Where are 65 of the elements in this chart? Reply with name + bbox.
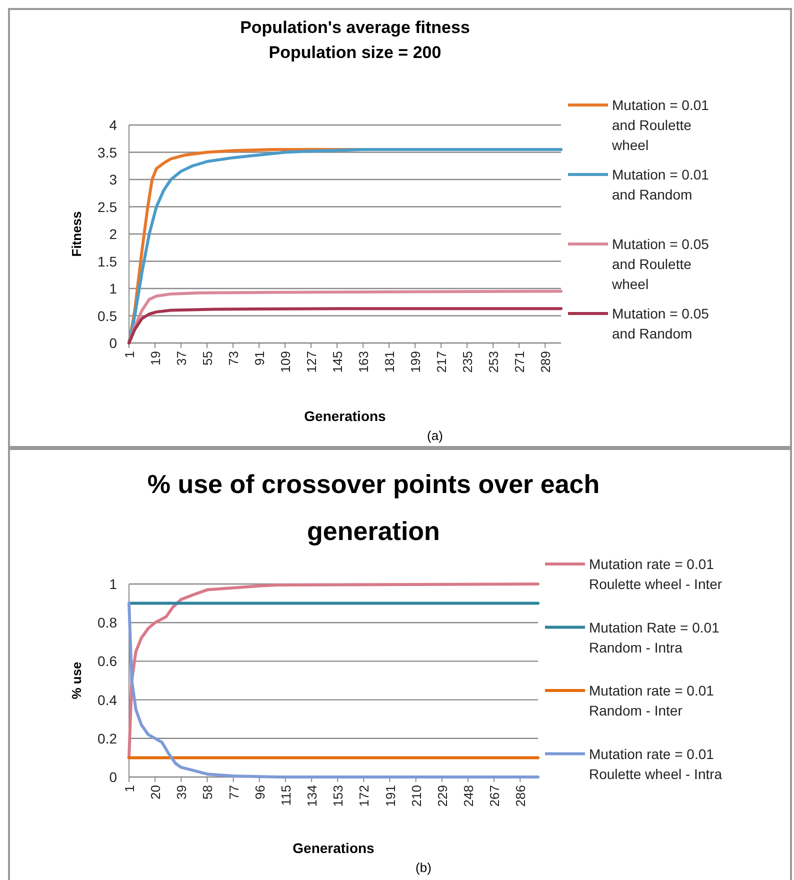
x-tick-label: 172 (356, 785, 372, 807)
legend-label: Mutation = 0.01 and Random (612, 166, 710, 202)
x-tick-label: 235 (460, 351, 476, 373)
x-tick-label: 39 (174, 785, 190, 800)
y-tick-label: 4 (109, 117, 118, 133)
x-tick-label: 91 (252, 351, 268, 366)
x-tick-label: 19 (148, 351, 164, 366)
x-tick-label: 127 (304, 351, 320, 373)
x-tick-label: 163 (356, 351, 372, 373)
y-tick-label: 0 (109, 769, 118, 785)
x-tick-label: 199 (408, 351, 424, 373)
x-tick-label: 73 (226, 351, 242, 366)
legend-label: Mutation = 0.05 and Random (612, 306, 710, 342)
y-tick-label: 0.6 (98, 653, 118, 670)
y-tick-label: 3 (109, 172, 118, 188)
x-tick-label: 1 (122, 785, 137, 792)
y-tick-label: 0.2 (98, 730, 118, 746)
chart-title: Population's average fitness (240, 18, 470, 37)
x-axis-title: Generations (292, 840, 375, 856)
legend-label: Mutation Rate = 0.01 Random - Intra (589, 619, 720, 656)
x-tick-label: 229 (434, 785, 450, 807)
y-tick-label: 2 (109, 226, 118, 242)
text: (b) (416, 860, 432, 875)
y-tick-label: 1 (109, 280, 118, 296)
x-tick-label: 20 (148, 785, 164, 800)
y-tick-label: 2.5 (98, 198, 118, 215)
x-tick-label: 96 (252, 785, 268, 800)
legend-label: Mutation = 0.05 and Roulette wheel (611, 236, 710, 292)
chart-subtitle: Population size = 200 (268, 43, 442, 62)
x-tick-label: 58 (200, 785, 216, 800)
y-tick-label: 1.5 (98, 253, 118, 270)
x-tick-label: 253 (486, 351, 502, 373)
y-axis-title: % use (69, 662, 84, 700)
legend-label: Mutation = 0.01 and Roulette wheel (611, 97, 710, 153)
x-tick-label: 109 (278, 351, 294, 373)
x-tick-label: 248 (461, 785, 476, 807)
x-tick-label: 267 (487, 785, 502, 807)
x-tick-label: 191 (382, 785, 398, 807)
legend-label: Mutation rate = 0.01 Roulette wheel - Intra (589, 746, 722, 782)
x-axis-title: Generations (304, 408, 386, 424)
y-tick-label: 0.4 (98, 692, 118, 708)
x-tick-label: 77 (226, 785, 242, 800)
x-tick-label: 145 (330, 351, 346, 373)
y-axis-title: Fitness (69, 211, 84, 257)
x-tick-label: 153 (330, 785, 346, 807)
legend-label: Mutation rate = 0.01 Roulette wheel - Inter (589, 556, 722, 592)
y-tick-label: 0 (109, 335, 118, 351)
y-tick-label: 1 (109, 576, 118, 592)
text: (a) (427, 428, 443, 443)
x-tick-label: 217 (434, 351, 450, 373)
x-tick-label: 1 (122, 351, 137, 358)
chart-title: % use of crossover points over each generation (147, 469, 600, 546)
x-tick-label: 55 (200, 351, 216, 366)
x-tick-label: 181 (382, 351, 398, 373)
y-tick-label: 0.5 (98, 308, 118, 324)
x-tick-label: 271 (512, 351, 528, 373)
x-tick-label: 286 (513, 785, 528, 807)
x-tick-label: 289 (538, 351, 554, 373)
y-tick-label: 3.5 (98, 144, 118, 160)
x-tick-label: 37 (174, 351, 190, 366)
x-tick-label: 210 (408, 785, 424, 807)
x-tick-label: 134 (304, 785, 320, 807)
y-tick-label: 0.8 (98, 614, 118, 631)
legend-label: Mutation rate = 0.01 Random - Inter (589, 682, 714, 718)
x-tick-label: 115 (278, 785, 294, 806)
